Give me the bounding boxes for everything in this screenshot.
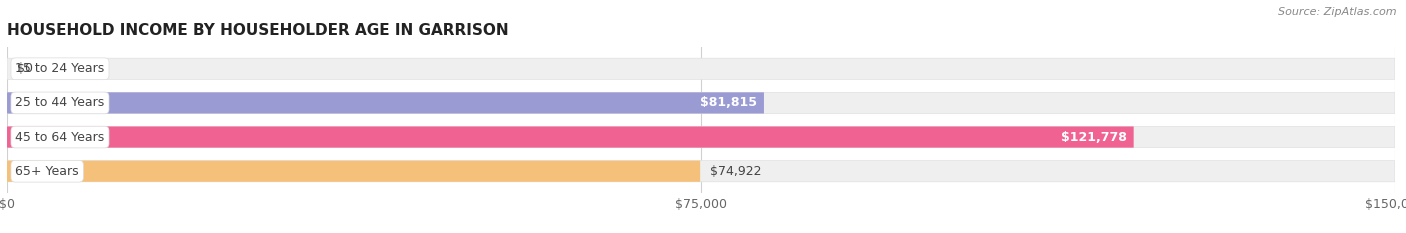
FancyBboxPatch shape: [7, 127, 1133, 148]
Text: $81,815: $81,815: [700, 96, 756, 110]
Text: $0: $0: [17, 62, 32, 75]
FancyBboxPatch shape: [7, 161, 700, 182]
Text: $121,778: $121,778: [1062, 130, 1126, 144]
FancyBboxPatch shape: [7, 92, 763, 113]
Text: $74,922: $74,922: [710, 165, 762, 178]
FancyBboxPatch shape: [7, 58, 1395, 79]
FancyBboxPatch shape: [7, 161, 1395, 182]
Text: 45 to 64 Years: 45 to 64 Years: [15, 130, 104, 144]
Text: 15 to 24 Years: 15 to 24 Years: [15, 62, 104, 75]
FancyBboxPatch shape: [7, 127, 1395, 148]
Text: HOUSEHOLD INCOME BY HOUSEHOLDER AGE IN GARRISON: HOUSEHOLD INCOME BY HOUSEHOLDER AGE IN G…: [7, 24, 509, 38]
Text: 65+ Years: 65+ Years: [15, 165, 79, 178]
Text: Source: ZipAtlas.com: Source: ZipAtlas.com: [1278, 7, 1396, 17]
Text: 25 to 44 Years: 25 to 44 Years: [15, 96, 104, 110]
FancyBboxPatch shape: [7, 92, 1395, 113]
